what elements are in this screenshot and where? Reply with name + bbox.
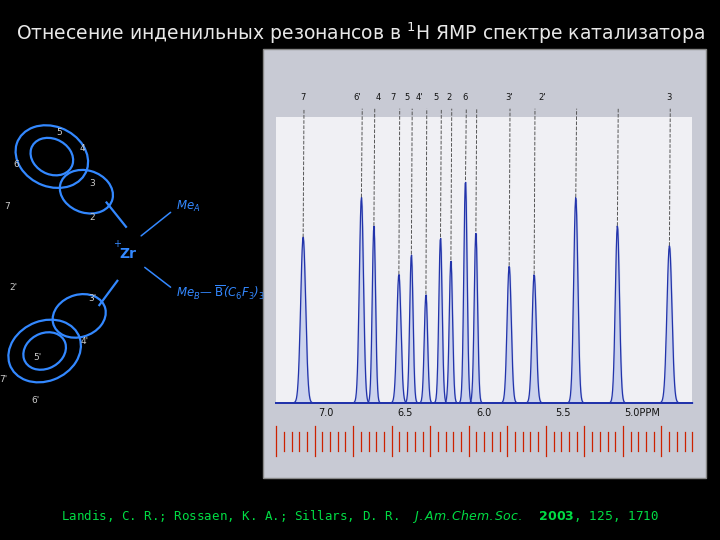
Text: 3: 3 [89, 179, 95, 188]
Text: Zr: Zr [120, 247, 137, 261]
Text: 2: 2 [446, 93, 451, 102]
Text: 3: 3 [667, 93, 672, 102]
Text: +: + [112, 239, 121, 249]
Text: 6': 6' [32, 396, 40, 405]
Text: 4: 4 [80, 144, 86, 153]
Text: 4': 4' [81, 337, 89, 346]
Text: 6.5: 6.5 [397, 408, 413, 418]
FancyBboxPatch shape [263, 49, 706, 478]
Text: Me$_B$— $\overline{\rm B}$(C$_6$F$_3$)$_3$: Me$_B$— $\overline{\rm B}$(C$_6$F$_3$)$_… [176, 284, 266, 302]
Text: 5: 5 [56, 128, 62, 137]
Text: 7.0: 7.0 [318, 408, 333, 418]
Text: 2': 2' [9, 283, 17, 292]
Text: 7': 7' [0, 375, 8, 383]
Text: 4: 4 [375, 93, 381, 102]
Text: 4': 4' [416, 93, 423, 102]
Text: 5': 5' [33, 353, 42, 362]
Text: 5.0PPM: 5.0PPM [624, 408, 660, 418]
Text: Landis, C. R.; Rossaen, K. A.; Sillars, D. R.  $\it{J. Am. Chem. Soc.}$  $\bf{20: Landis, C. R.; Rossaen, K. A.; Sillars, … [61, 508, 659, 525]
Text: 6': 6' [354, 93, 361, 102]
Text: Отнесение инденильных резонансов в $^1$H ЯМР спектре катализатора: Отнесение инденильных резонансов в $^1$H… [16, 21, 704, 46]
Text: 7: 7 [4, 202, 10, 211]
Text: 6.0: 6.0 [477, 408, 492, 418]
Text: 3': 3' [505, 93, 513, 102]
Text: 7: 7 [300, 93, 306, 102]
Text: 7: 7 [390, 93, 395, 102]
Text: 6: 6 [13, 160, 19, 169]
Text: Me$_A$: Me$_A$ [176, 199, 201, 214]
Text: 2': 2' [539, 93, 546, 102]
Text: 5: 5 [433, 93, 439, 102]
Text: 5: 5 [405, 93, 410, 102]
Text: 6: 6 [463, 93, 468, 102]
FancyBboxPatch shape [276, 117, 693, 403]
Text: 5.5: 5.5 [556, 408, 571, 418]
Text: 3': 3' [88, 294, 96, 302]
Text: 2: 2 [89, 213, 95, 221]
